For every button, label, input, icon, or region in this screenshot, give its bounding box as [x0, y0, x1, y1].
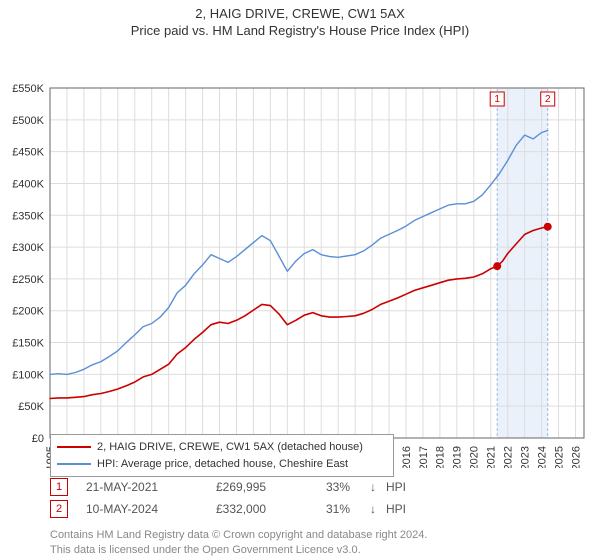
y-tick-label: £500K: [12, 115, 44, 127]
x-tick-label: 2021: [486, 446, 498, 468]
x-tick-label: 2022: [503, 446, 515, 468]
x-tick-label: 2016: [401, 446, 413, 468]
sale-row: 1 21-MAY-2021£269,99533%↓HPI: [50, 478, 406, 496]
sale-suffix: HPI: [386, 480, 406, 494]
legend: 2, HAIG DRIVE, CREWE, CW1 5AX (detached …: [50, 434, 394, 477]
footer-line2: This data is licensed under the Open Gov…: [50, 544, 361, 556]
subtitle: Price paid vs. HM Land Registry's House …: [0, 23, 600, 38]
x-tick-label: 2023: [520, 446, 532, 468]
sale-num-box: 2: [50, 500, 68, 518]
y-tick-label: £200K: [12, 306, 44, 318]
arrow-down-icon: ↓: [370, 502, 386, 516]
sale-date: 21-MAY-2021: [86, 480, 216, 494]
x-tick-label: 2018: [435, 446, 447, 468]
sale-pct: 31%: [326, 502, 370, 516]
sale-date: 10-MAY-2024: [86, 502, 216, 516]
sale-pct: 33%: [326, 480, 370, 494]
footer-attribution: Contains HM Land Registry data © Crown c…: [50, 528, 427, 558]
sale-marker-num: 2: [545, 94, 551, 105]
y-tick-label: £550K: [12, 83, 44, 95]
sale-price: £332,000: [216, 502, 326, 516]
x-tick-label: 2020: [469, 446, 481, 468]
legend-label: HPI: Average price, detached house, Ches…: [97, 458, 348, 470]
sale-suffix: HPI: [386, 502, 406, 516]
y-tick-label: £0: [32, 433, 44, 445]
y-tick-label: £300K: [12, 242, 44, 254]
sale-num-box: 1: [50, 478, 68, 496]
price-hpi-chart: £0 £50K £100K £150K £200K £250K £300K £350K £400…: [0, 38, 600, 468]
address-title: 2, HAIG DRIVE, CREWE, CW1 5AX: [0, 6, 600, 21]
footer-line1: Contains HM Land Registry data © Crown c…: [50, 529, 427, 541]
sale-marker-dot: [493, 262, 501, 270]
sale-marker-dot: [544, 223, 552, 231]
sale-marker-num: 1: [494, 94, 500, 105]
x-tick-label: 2025: [553, 446, 565, 468]
legend-swatch: [57, 446, 91, 448]
y-tick-label: £450K: [12, 147, 44, 159]
legend-swatch: [57, 463, 91, 465]
y-tick-label: £400K: [12, 178, 44, 190]
y-tick-label: £50K: [18, 401, 44, 413]
legend-item: 2, HAIG DRIVE, CREWE, CW1 5AX (detached …: [57, 439, 387, 456]
x-tick-label: 2017: [418, 446, 430, 468]
y-tick-label: £250K: [12, 274, 44, 286]
x-tick-label: 2024: [536, 446, 548, 468]
sale-price: £269,995: [216, 480, 326, 494]
y-tick-label: £350K: [12, 210, 44, 222]
x-tick-label: 2026: [570, 446, 582, 468]
legend-label: 2, HAIG DRIVE, CREWE, CW1 5AX (detached …: [97, 441, 363, 453]
arrow-down-icon: ↓: [370, 480, 386, 494]
x-tick-label: 2019: [452, 446, 464, 468]
y-tick-label: £100K: [12, 369, 44, 381]
y-tick-label: £150K: [12, 338, 44, 350]
legend-item: HPI: Average price, detached house, Ches…: [57, 456, 387, 473]
highlight-band: [497, 88, 548, 438]
sale-row: 2 10-MAY-2024£332,00031%↓HPI: [50, 500, 406, 518]
